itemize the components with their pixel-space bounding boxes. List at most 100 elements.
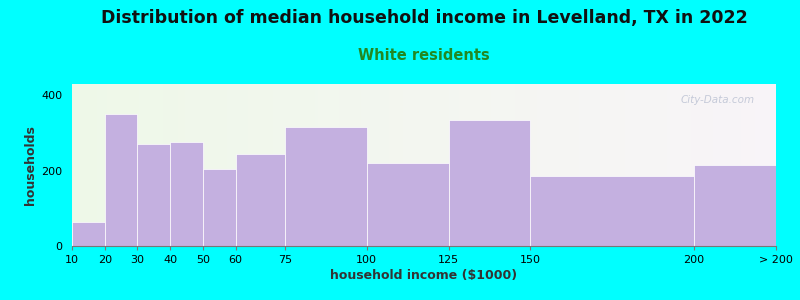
Bar [459, 84, 462, 246]
Bar [93, 84, 97, 246]
Bar [480, 84, 484, 246]
Bar [216, 84, 220, 246]
Bar [734, 84, 738, 246]
Bar [434, 84, 438, 246]
Bar [125, 84, 128, 246]
Bar [386, 84, 389, 246]
Bar [438, 84, 442, 246]
Bar [509, 84, 512, 246]
Bar [621, 84, 625, 246]
Bar [638, 84, 642, 246]
Bar [709, 84, 713, 246]
Bar [723, 84, 726, 246]
Bar [635, 84, 638, 246]
Bar [716, 84, 720, 246]
Bar [105, 114, 138, 246]
Bar [663, 84, 667, 246]
Bar [326, 84, 329, 246]
Bar [72, 221, 105, 246]
Bar [146, 84, 150, 246]
Bar [741, 84, 744, 246]
Bar [505, 84, 509, 246]
Bar [695, 84, 698, 246]
Bar [82, 84, 86, 246]
Bar [530, 176, 694, 246]
Bar [170, 142, 203, 246]
Bar [374, 84, 378, 246]
Bar [698, 84, 702, 246]
Bar [758, 84, 762, 246]
Bar [678, 84, 681, 246]
Bar [607, 84, 610, 246]
Bar [368, 84, 371, 246]
Bar [329, 84, 333, 246]
Bar [610, 84, 614, 246]
Bar [150, 84, 153, 246]
Bar [773, 84, 776, 246]
Bar [670, 84, 674, 246]
Bar [726, 84, 730, 246]
Bar [519, 84, 522, 246]
Bar [255, 84, 258, 246]
Bar [343, 84, 346, 246]
Bar [744, 84, 748, 246]
Bar [582, 84, 586, 246]
Bar [294, 84, 298, 246]
Bar [593, 84, 597, 246]
Bar [258, 84, 262, 246]
Bar [203, 169, 236, 246]
Bar [318, 84, 322, 246]
Bar [748, 84, 751, 246]
Bar [382, 84, 386, 246]
Bar [280, 84, 283, 246]
Bar [178, 84, 181, 246]
Bar [122, 84, 125, 246]
Text: City-Data.com: City-Data.com [681, 95, 755, 105]
Bar [691, 84, 695, 246]
Bar [572, 84, 575, 246]
Bar [512, 84, 515, 246]
Text: Distribution of median household income in Levelland, TX in 2022: Distribution of median household income … [101, 9, 747, 27]
Bar [378, 84, 382, 246]
Bar [298, 84, 301, 246]
Bar [364, 84, 368, 246]
Bar [185, 84, 188, 246]
Bar [660, 84, 663, 246]
Bar [234, 84, 238, 246]
Bar [494, 84, 498, 246]
Bar [533, 84, 537, 246]
Bar [632, 84, 635, 246]
Bar [681, 84, 685, 246]
Bar [128, 84, 132, 246]
Bar [174, 84, 178, 246]
Bar [474, 84, 477, 246]
Bar [766, 84, 769, 246]
Bar [600, 84, 603, 246]
Bar [618, 84, 621, 246]
Bar [522, 84, 526, 246]
Bar [470, 84, 474, 246]
Bar [357, 84, 361, 246]
Bar [547, 84, 550, 246]
Bar [452, 84, 456, 246]
Bar [79, 84, 82, 246]
Bar [139, 84, 142, 246]
Bar [198, 84, 202, 246]
Bar [462, 84, 466, 246]
Bar [396, 84, 399, 246]
Bar [90, 84, 93, 246]
Text: White residents: White residents [358, 48, 490, 63]
Bar [674, 84, 678, 246]
Bar [477, 84, 480, 246]
Bar [706, 84, 709, 246]
Bar [406, 84, 410, 246]
Bar [315, 84, 318, 246]
Bar [540, 84, 544, 246]
Bar [283, 84, 286, 246]
Bar [427, 84, 431, 246]
Bar [702, 84, 706, 246]
Bar [484, 84, 487, 246]
Bar [192, 84, 195, 246]
Bar [220, 84, 223, 246]
Bar [336, 84, 339, 246]
